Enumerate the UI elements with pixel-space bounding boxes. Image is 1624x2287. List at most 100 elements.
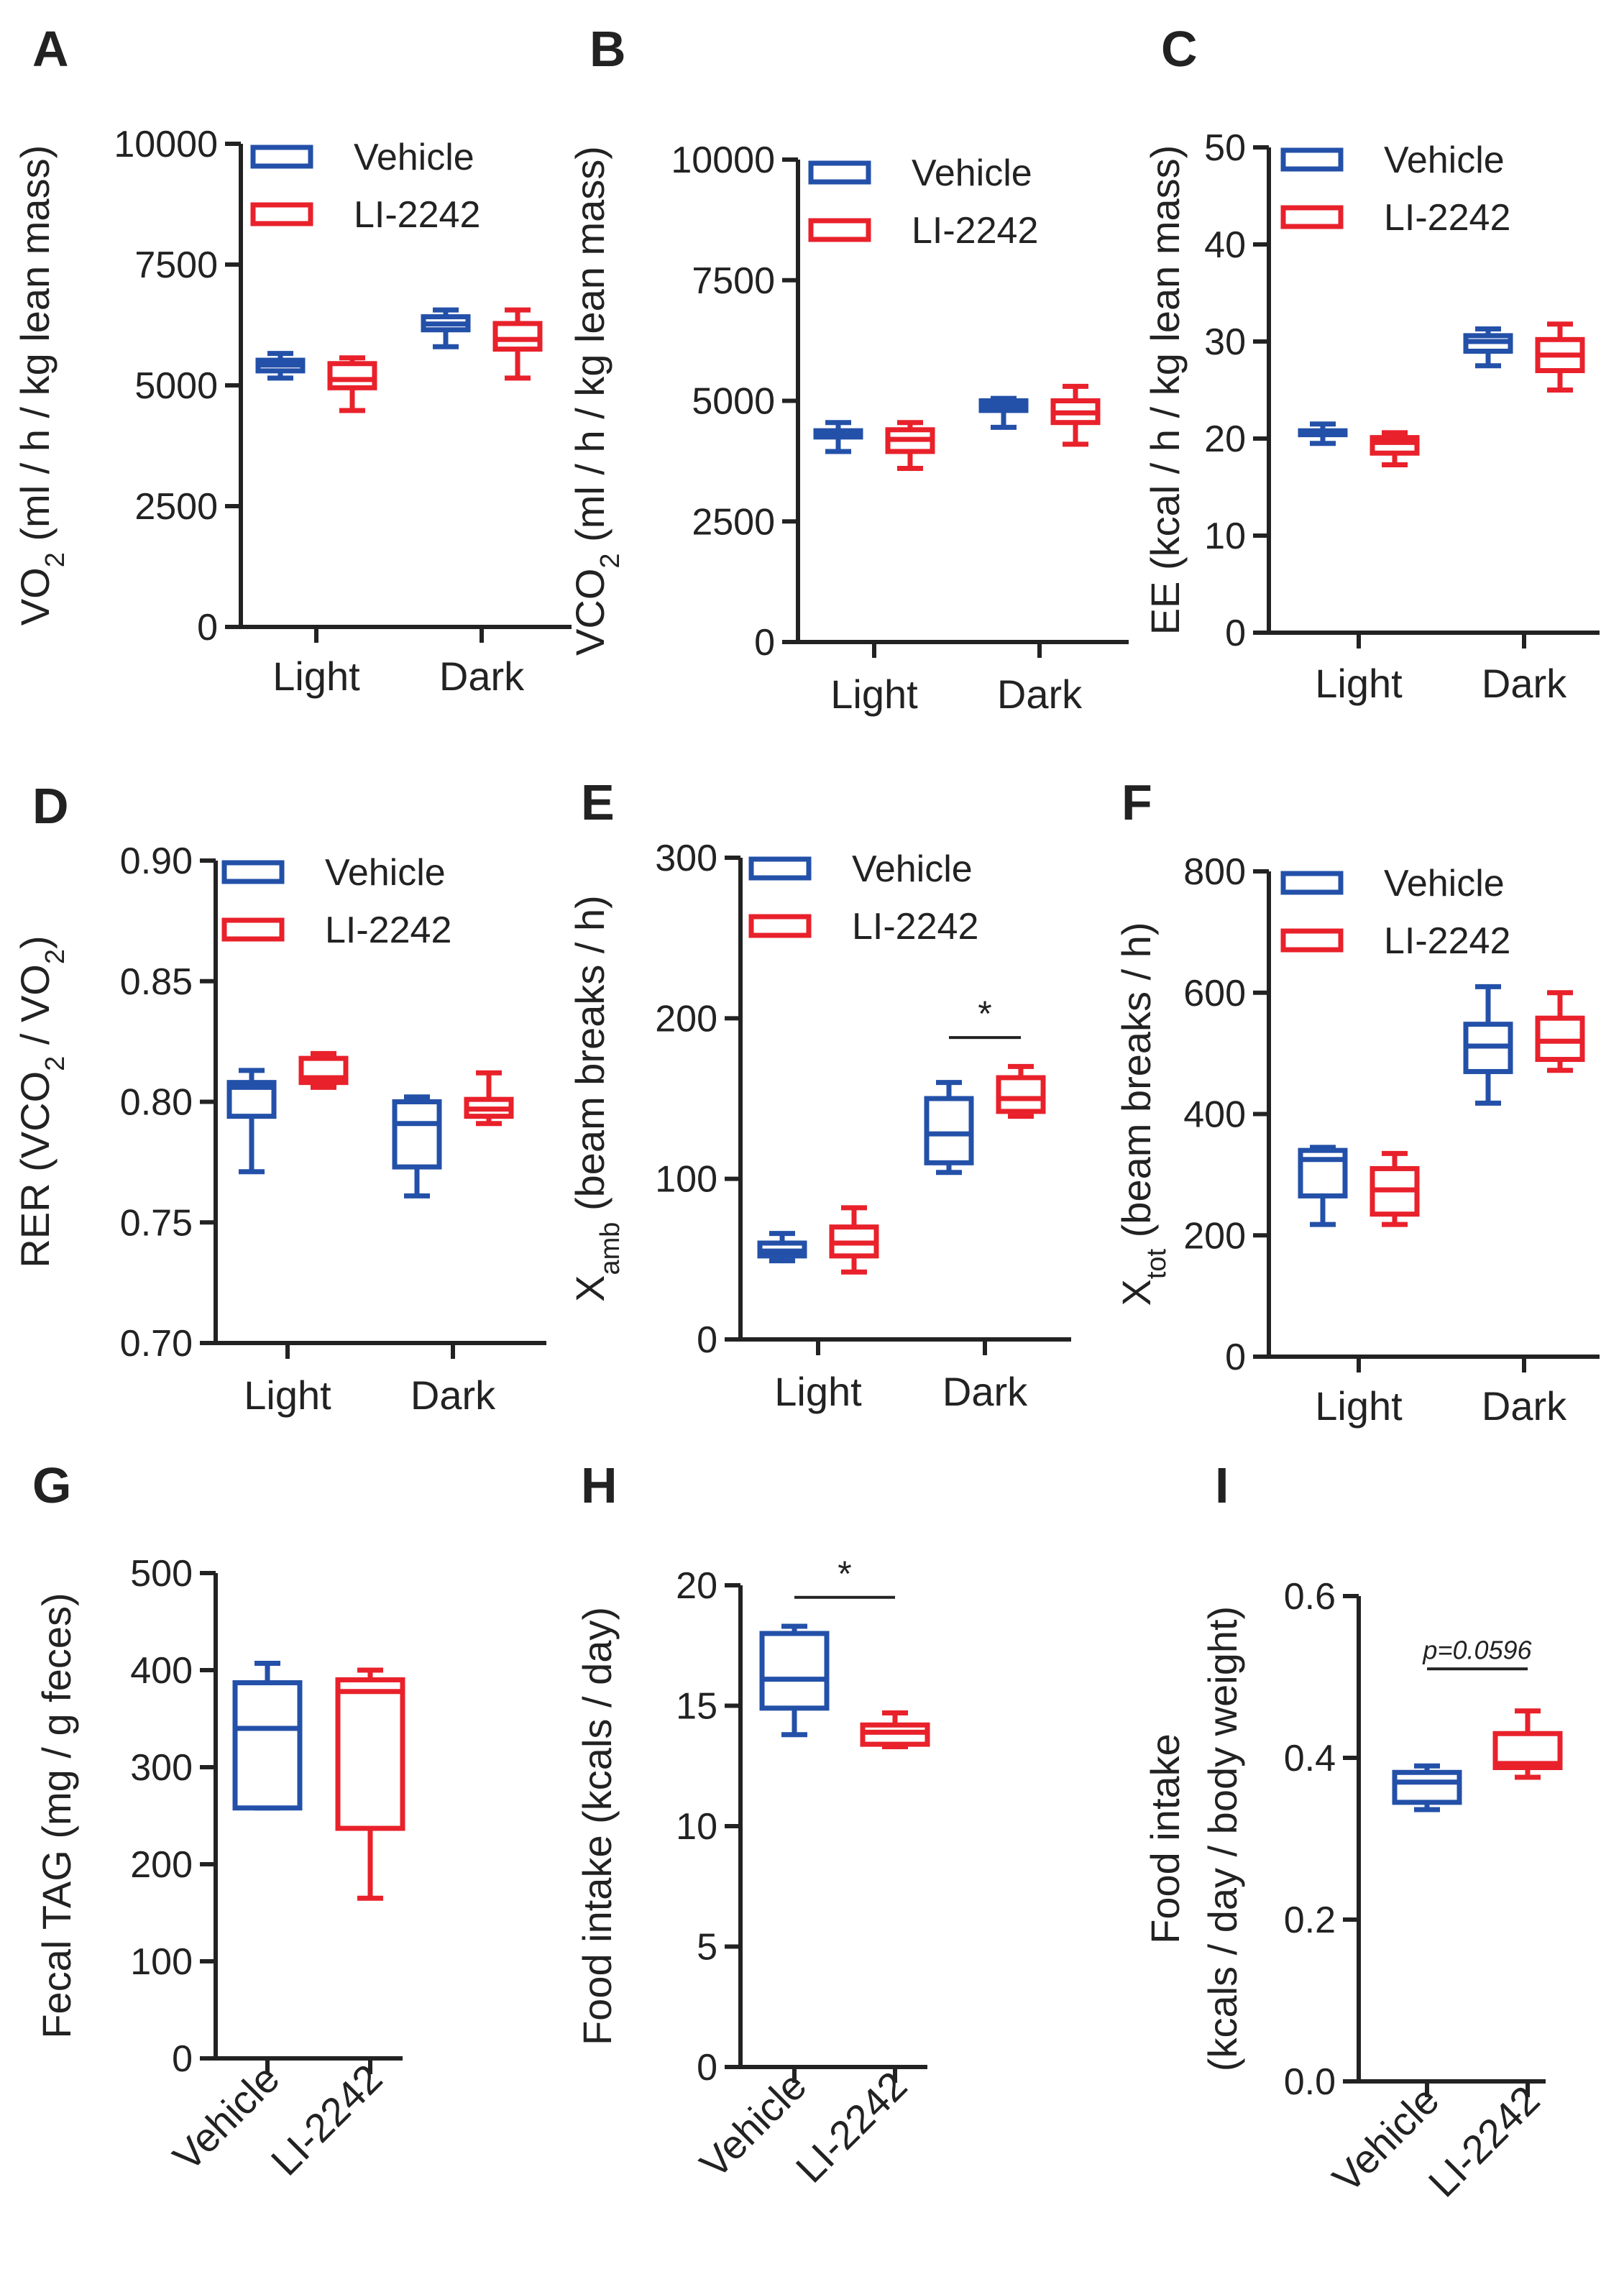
- legend-swatch-vehicle: [748, 856, 812, 881]
- legend-label: LI-2242: [1384, 197, 1510, 239]
- y-axis-label-subscript: amb: [595, 1222, 625, 1275]
- y-tick-label: 10: [1204, 515, 1246, 557]
- y-tick-label: 20: [676, 1565, 717, 1607]
- box-li-2242-vehicle: [860, 1710, 930, 1749]
- y-axis-label-part: ): [12, 935, 58, 949]
- y-tick-label: 0.0: [1284, 2061, 1336, 2103]
- y-tick-label: 0: [172, 2038, 193, 2080]
- legend-label: Vehicle: [1384, 139, 1505, 181]
- x-category-label: Dark: [1482, 1383, 1567, 1429]
- y-tick-label: 800: [1183, 851, 1246, 893]
- box-vehicle-light: [1298, 421, 1348, 446]
- legend-label: LI-2242: [325, 909, 451, 951]
- legend-swatch-li-2242: [748, 914, 812, 938]
- x-category-label: Light: [1315, 1383, 1403, 1429]
- y-axis-label-part: / VO: [12, 964, 58, 1056]
- box-vehicle-dark: [392, 1094, 442, 1199]
- y-axis-label-line2: (kcals / day / body weight): [1200, 1606, 1245, 2071]
- legend-swatch-vehicle: [808, 160, 871, 185]
- legend-swatch-li-2242: [221, 917, 285, 942]
- y-axis-label: Food intake (kcals / day): [574, 1607, 620, 2045]
- panel-c: C 0 10 20 30 40 50 Light Dark Vehicle LI-2242 EE (k…: [1142, 21, 1600, 706]
- y-tick-label: 5: [697, 1927, 717, 1969]
- box-li-2242-light: [1370, 1150, 1420, 1227]
- panel-e: E 0 100 200 300 Light Dark Vehicle LI-2242 * Xamb …: [567, 774, 1071, 1414]
- y-tick-label: 200: [1183, 1215, 1246, 1257]
- y-tick-label: 50: [1204, 127, 1246, 169]
- box-vehicle-light: [1298, 1145, 1348, 1227]
- legend-label: Vehicle: [354, 137, 474, 178]
- y-tick-label: 100: [655, 1159, 717, 1201]
- y-tick-label: 2500: [692, 501, 775, 543]
- y-tick-label: 500: [130, 1553, 193, 1595]
- y-axis-label-subscript: 2: [40, 1056, 70, 1071]
- y-tick-label: 7500: [134, 244, 218, 286]
- box-li-2242-light: [829, 1205, 879, 1275]
- x-category-label: Light: [1315, 661, 1403, 706]
- y-tick-label: 0: [697, 2047, 717, 2089]
- y-axis-label: Fecal TAG (mg / g feces): [34, 1592, 79, 2038]
- y-axis-label-part: X: [567, 1275, 613, 1301]
- y-tick-label: 0: [754, 622, 775, 664]
- y-tick-label: 600: [1183, 973, 1246, 1014]
- x-category-label: Dark: [997, 672, 1083, 717]
- box-li-2242-vehicle: [1492, 1708, 1563, 1780]
- panel-f: F 0 200 400 600 800 Light Dark Vehicle LI-2242 Xto…: [1114, 774, 1600, 1429]
- y-tick-label: 10000: [114, 124, 218, 165]
- box-li-2242-light: [1370, 430, 1420, 467]
- y-axis-label-part: VCO: [567, 569, 613, 656]
- box-li-2242-dark: [1535, 321, 1585, 393]
- box-li-2242-light: [327, 355, 377, 413]
- y-tick-label: 300: [655, 838, 717, 879]
- box-vehicle-light: [813, 420, 863, 454]
- legend-swatch-vehicle: [221, 860, 285, 884]
- panel-letter: H: [581, 1457, 618, 1513]
- legend-swatch-li-2242: [1280, 928, 1344, 953]
- y-axis-label: VO2 (ml / h / kg lean mass): [12, 145, 70, 625]
- box-vehicle-dark: [1463, 984, 1513, 1106]
- y-tick-label: 0: [1225, 1337, 1246, 1378]
- box-li-2242-vehicle: [335, 1667, 405, 1901]
- y-tick-label: 300: [130, 1747, 193, 1789]
- legend-label: LI-2242: [1384, 920, 1510, 962]
- y-tick-label: 200: [130, 1844, 193, 1886]
- box-vehicle-vehicle: [759, 1623, 830, 1738]
- legend-swatch-li-2242: [250, 202, 313, 226]
- y-tick-label: 0.70: [120, 1323, 193, 1365]
- x-category-label: LI-2242: [787, 2063, 916, 2191]
- x-category-label: Light: [244, 1372, 331, 1418]
- y-tick-label: 10000: [671, 139, 775, 181]
- y-axis-label-part: (beam breaks / h): [567, 895, 613, 1222]
- y-tick-label: 0.85: [120, 961, 193, 1003]
- box-vehicle-vehicle: [232, 1661, 303, 1811]
- y-axis-label: Xtot (beam breaks / h): [1114, 922, 1172, 1306]
- box-iqr: [492, 321, 543, 352]
- y-axis-label-part: VO: [12, 567, 58, 625]
- y-tick-label: 0.4: [1284, 1738, 1336, 1779]
- legend-swatch-vehicle: [1280, 871, 1344, 895]
- legend-label: Vehicle: [1384, 863, 1505, 904]
- box-iqr: [232, 1680, 303, 1811]
- box-vehicle-light: [255, 351, 306, 381]
- box-vehicle-dark: [924, 1080, 974, 1175]
- x-category-label: LI-2242: [262, 2055, 391, 2184]
- panel-letter: E: [581, 774, 615, 830]
- y-tick-label: 2500: [134, 486, 218, 528]
- box-vehicle-dark: [1463, 326, 1513, 369]
- box-iqr: [996, 1075, 1046, 1114]
- legend-swatch-vehicle: [1280, 147, 1344, 172]
- box-iqr: [327, 361, 377, 390]
- y-axis-label-subscript: tot: [1142, 1248, 1172, 1279]
- y-tick-label: 0: [697, 1319, 717, 1361]
- y-axis-label-part: (ml / h / kg lean mass): [567, 146, 613, 553]
- y-tick-label: 0.6: [1284, 1576, 1336, 1618]
- y-tick-label: 0: [197, 607, 218, 648]
- y-axis-label-subscript: 2: [595, 553, 625, 568]
- y-axis-label-line1: Food intake: [1142, 1733, 1188, 1944]
- y-axis-label-part: (beam breaks / h): [1114, 922, 1159, 1248]
- y-tick-label: 400: [130, 1650, 193, 1692]
- box-li-2242-dark: [1535, 990, 1585, 1073]
- box-li-2242-dark: [464, 1070, 514, 1127]
